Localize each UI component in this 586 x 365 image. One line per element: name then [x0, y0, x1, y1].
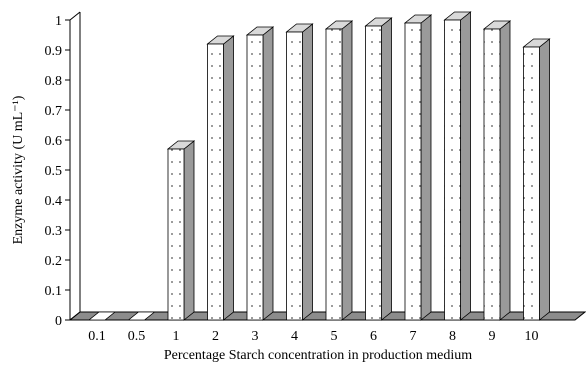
bar	[443, 11, 472, 321]
x-tick-label: 6	[370, 329, 377, 344]
bar-front	[167, 148, 185, 321]
bar-side	[341, 20, 353, 321]
y-tick-label: 0	[55, 314, 62, 329]
chart-back-wall	[69, 11, 81, 321]
y-tick-label: 0.8	[45, 74, 63, 89]
bar-top	[127, 311, 156, 321]
x-tick-label: 8	[449, 329, 456, 344]
bar-front	[444, 19, 461, 321]
bar-front	[483, 28, 501, 321]
bar	[166, 140, 196, 321]
bar	[482, 20, 512, 321]
bar	[127, 311, 156, 321]
bar-side	[302, 23, 313, 321]
bar	[285, 23, 314, 321]
y-tick-label: 0.5	[45, 164, 63, 179]
x-tick-label: 10	[525, 329, 539, 344]
wall-edge-bottom	[69, 311, 81, 321]
bar-front	[404, 22, 422, 321]
bar-front	[246, 34, 264, 321]
y-tick-label: 0.1	[45, 284, 63, 299]
y-tick-label: 0.6	[45, 134, 63, 149]
x-tick-label: 0.5	[128, 329, 146, 344]
y-tick-label: 1	[55, 14, 62, 29]
x-tick-label: 7	[410, 329, 417, 344]
x-tick-label: 5	[331, 329, 338, 344]
bar	[324, 20, 354, 321]
bar	[522, 38, 551, 321]
bar-top	[87, 311, 117, 321]
bar	[403, 14, 433, 321]
x-tick-label: 1	[173, 329, 180, 344]
bar	[245, 26, 275, 321]
y-tick-label: 0.3	[45, 224, 63, 239]
bar-front	[523, 46, 540, 321]
bar-side	[183, 140, 195, 321]
x-axis-ticks: 0.1 0.5 1 2 3 4 5 6 7 8 9 10	[88, 329, 538, 344]
bar-front	[286, 31, 303, 321]
bar-side	[499, 20, 511, 321]
bar-front	[325, 28, 343, 321]
bar-side	[381, 17, 392, 321]
x-tick-label: 9	[489, 329, 496, 344]
bar-side	[223, 35, 234, 321]
x-tick-label: 2	[212, 329, 219, 344]
bar-side	[262, 26, 274, 321]
y-axis: 0 0.1 0.2 0.3 0.4 0.5 0.6 0.7 0.8 0.9 1	[45, 14, 71, 329]
y-tick-label: 0.4	[45, 194, 63, 209]
bar	[364, 17, 393, 321]
y-axis-label: Enzyme activity (U mL⁻¹)	[11, 95, 26, 244]
y-tick-label: 0.9	[45, 44, 63, 59]
y-tick-label: 0.7	[45, 104, 63, 119]
bar	[87, 311, 117, 321]
bar-front	[207, 43, 224, 321]
wall-edge-top	[69, 11, 81, 21]
bar-front	[365, 25, 382, 321]
x-tick-label: 4	[291, 329, 298, 344]
x-tick-label: 3	[252, 329, 259, 344]
bar-side	[539, 38, 550, 321]
bars	[87, 11, 551, 321]
x-axis-label: Percentage Starch concentration in produ…	[164, 348, 472, 363]
bar-side	[420, 14, 432, 321]
bar	[206, 35, 235, 321]
bar-side	[460, 11, 471, 321]
x-tick-label: 0.1	[88, 329, 106, 344]
y-tick-label: 0.2	[45, 254, 63, 269]
